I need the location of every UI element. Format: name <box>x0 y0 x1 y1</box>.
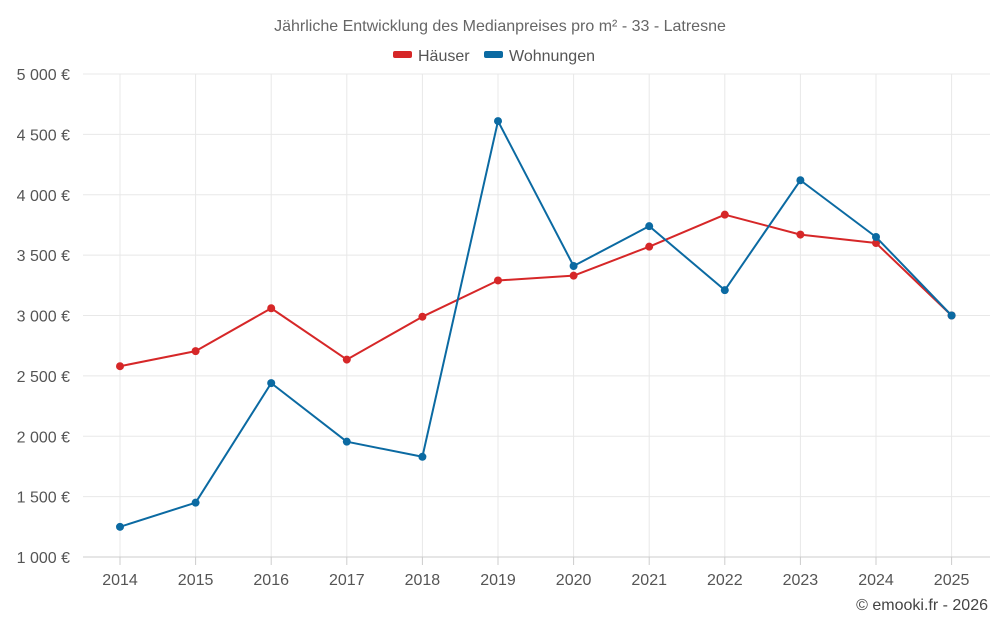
legend-item[interactable]: Wohnungen <box>484 48 595 65</box>
series-wohnungen <box>116 117 956 531</box>
y-tick-label: 3 500 € <box>17 248 70 265</box>
series-group <box>116 117 956 531</box>
data-point[interactable] <box>116 362 124 371</box>
x-tick-label: 2015 <box>178 572 214 589</box>
data-point[interactable] <box>645 242 654 251</box>
y-axis-ticks: 1 000 € 1 500 € 2 000 € 2 500 € 3 000 € 3 500… <box>17 67 70 567</box>
legend: Häuser Wohnungen <box>393 48 595 65</box>
data-point[interactable] <box>494 117 502 126</box>
x-tick-label: 2019 <box>480 572 516 589</box>
data-point[interactable] <box>947 311 956 320</box>
y-tick-label: 2 500 € <box>17 369 70 386</box>
x-tick-label: 2018 <box>405 572 441 589</box>
data-point[interactable] <box>342 355 351 364</box>
y-tick-label: 1 000 € <box>17 550 70 567</box>
chart-title: Jährliche Entwicklung des Medianpreises … <box>274 18 726 35</box>
x-tick-label: 2016 <box>253 572 289 589</box>
legend-item[interactable]: Häuser <box>393 48 470 65</box>
series-line <box>119 120 953 528</box>
x-tick-label: 2025 <box>934 572 970 589</box>
x-tick-label: 2023 <box>783 572 819 589</box>
data-point[interactable] <box>796 176 805 185</box>
data-point[interactable] <box>342 437 351 446</box>
data-point[interactable] <box>191 347 200 356</box>
data-point[interactable] <box>796 230 805 239</box>
data-point[interactable] <box>569 261 578 270</box>
data-point[interactable] <box>720 210 729 219</box>
data-point[interactable] <box>645 222 654 231</box>
y-tick-label: 2 000 € <box>17 429 70 446</box>
y-tick-label: 4 000 € <box>17 188 70 205</box>
x-tick-label: 2022 <box>707 572 743 589</box>
vertical-gridlines <box>119 74 953 565</box>
legend-label: Häuser <box>418 48 470 65</box>
y-tick-label: 1 500 € <box>17 490 70 507</box>
x-tick-label: 2020 <box>556 572 592 589</box>
x-tick-label: 2021 <box>631 572 667 589</box>
series-line <box>119 213 953 368</box>
data-point[interactable] <box>116 522 124 531</box>
data-point[interactable] <box>872 233 880 242</box>
data-point[interactable] <box>872 239 880 248</box>
credit-text: © emooki.fr - 2026 <box>856 597 988 614</box>
data-point[interactable] <box>569 271 578 280</box>
x-tick-label: 2017 <box>329 572 365 589</box>
legend-swatch <box>484 51 503 58</box>
horizontal-gridlines <box>83 73 990 558</box>
data-point[interactable] <box>720 286 729 295</box>
legend-swatch <box>393 51 412 58</box>
y-tick-label: 5 000 € <box>17 67 70 84</box>
data-point[interactable] <box>267 379 276 388</box>
x-tick-label: 2024 <box>858 572 894 589</box>
x-tick-label: 2014 <box>102 572 138 589</box>
data-point[interactable] <box>418 312 427 321</box>
data-point[interactable] <box>191 498 200 507</box>
data-point[interactable] <box>267 304 276 313</box>
legend-label: Wohnungen <box>509 48 595 65</box>
data-point[interactable] <box>494 276 502 285</box>
y-tick-label: 3 000 € <box>17 309 70 326</box>
series-haeuser <box>116 210 956 371</box>
data-point[interactable] <box>418 452 427 461</box>
y-tick-label: 4 500 € <box>17 127 70 144</box>
x-axis-ticks: 2014 2015 2016 2017 2018 2019 2020 2021 2022 2023… <box>102 572 969 589</box>
